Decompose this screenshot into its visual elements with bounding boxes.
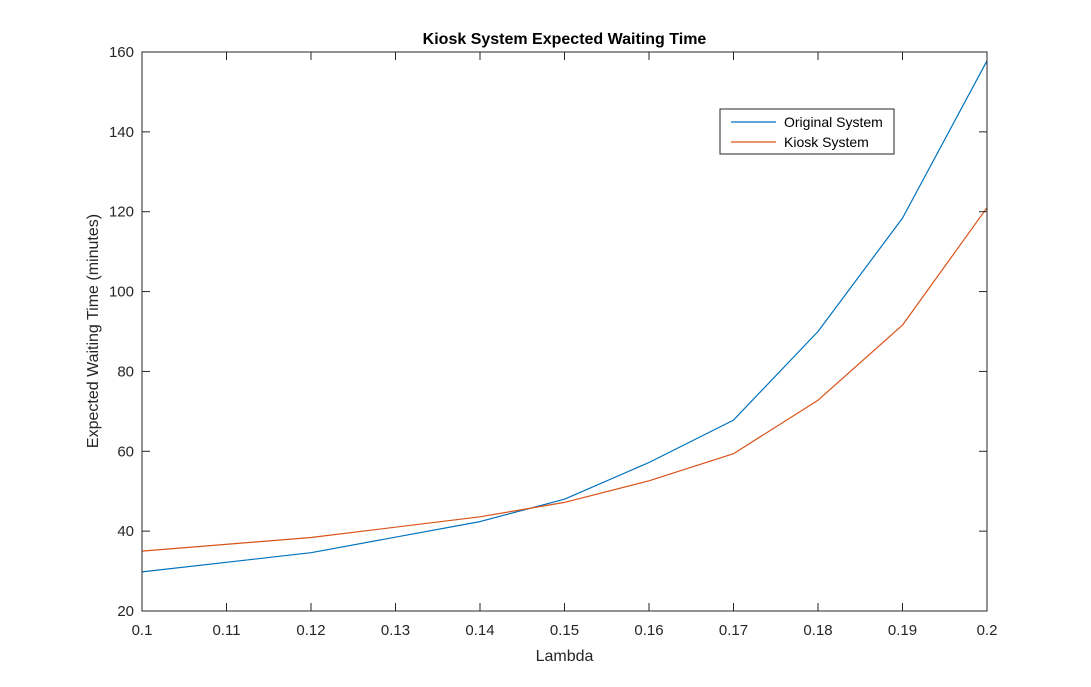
y-tick-label: 20: [117, 603, 134, 620]
y-tick-label: 100: [109, 284, 134, 301]
legend: Original System Kiosk System: [719, 108, 895, 155]
x-tick-label: 0.15: [550, 622, 579, 639]
legend-label-original-system: Original System: [784, 114, 883, 130]
series-line-kiosk-system: [141, 207, 988, 552]
x-tick-label: 0.1: [132, 622, 153, 639]
y-tick-label: 80: [117, 363, 134, 380]
y-tick-label: 160: [109, 44, 134, 61]
series-line-original-system: [141, 60, 988, 573]
y-axis-label: Expected Waiting Time (minutes): [85, 214, 102, 448]
x-tick-label: 0.16: [634, 622, 663, 639]
legend-label-kiosk-system: Kiosk System: [784, 134, 869, 150]
x-tick-label: 0.12: [296, 622, 325, 639]
x-tick-label: 0.19: [888, 622, 917, 639]
x-tick-label: 0.14: [465, 622, 494, 639]
x-tick-label: 0.13: [381, 622, 410, 639]
y-tick-label: 120: [109, 204, 134, 221]
x-tick-label: 0.2: [977, 622, 998, 639]
x-tick-label: 0.17: [719, 622, 748, 639]
y-tick-label: 140: [109, 124, 134, 141]
chart-title: Kiosk System Expected Waiting Time: [423, 31, 707, 48]
x-tick-label: 0.18: [803, 622, 832, 639]
x-tick-label: 0.11: [212, 622, 240, 639]
y-tick-label: 40: [117, 523, 134, 540]
y-tick-label: 60: [117, 443, 134, 460]
x-axis-label: Lambda: [536, 648, 594, 665]
legend-box: [719, 108, 895, 155]
